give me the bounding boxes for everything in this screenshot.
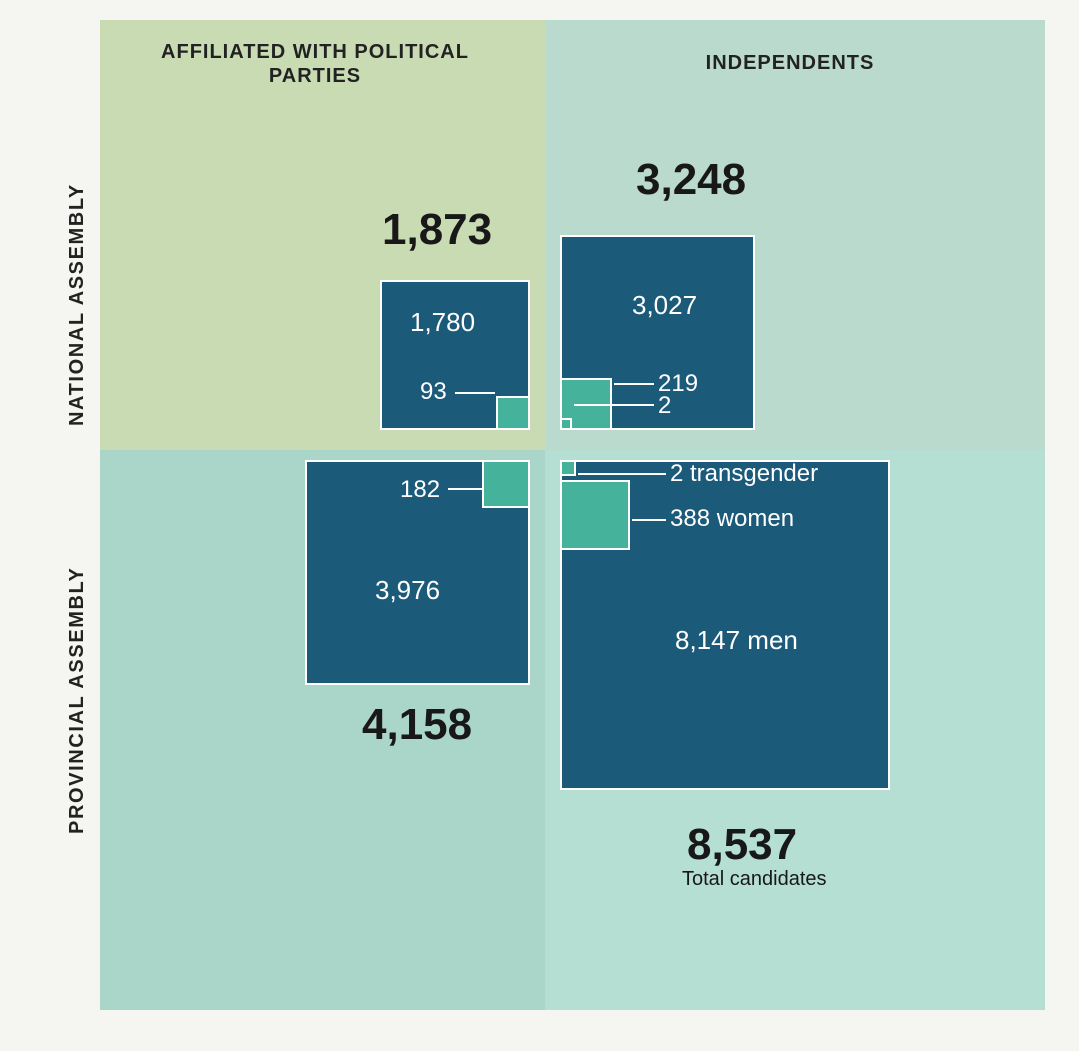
pa-indep-tertiary-value: 2 transgender (670, 460, 818, 488)
pa-indep-tertiary-tick (578, 473, 666, 475)
na-affil-main-value: 1,780 (410, 307, 475, 338)
header-national-assembly: NATIONAL ASSEMBLY (66, 175, 89, 435)
na-indep-total: 3,248 (636, 155, 746, 205)
pa-indep-tertiary-box (560, 460, 576, 476)
pa-affil-secondary-tick (448, 488, 482, 490)
na-indep-tertiary-tick (574, 404, 654, 406)
pa-affil-total: 4,158 (362, 700, 472, 750)
pa-indep-total-sub: Total candidates (682, 868, 827, 891)
na-affil-secondary-value: 93 (420, 378, 447, 406)
na-affil-secondary-tick (455, 392, 495, 394)
header-independents: INDEPENDENTS (600, 52, 980, 75)
pa-affil-secondary-box (482, 460, 530, 508)
pa-indep-secondary-value: 388 women (670, 505, 794, 533)
na-indep-tertiary-value: 2 (658, 392, 671, 420)
na-indep-tertiary-box (560, 418, 572, 430)
na-indep-secondary-tick (614, 383, 654, 385)
na-affil-total: 1,873 (382, 205, 492, 255)
pa-indep-secondary-box (560, 480, 630, 550)
header-affiliated: AFFILIATED WITH POLITICAL PARTIES (155, 40, 475, 88)
pa-indep-total: 8,537 (687, 820, 797, 870)
na-indep-main-value: 3,027 (632, 290, 697, 321)
na-affil-secondary-box (496, 396, 530, 430)
header-provincial-assembly: PROVINCIAL ASSEMBLY (66, 560, 89, 840)
pa-indep-main-value: 8,147 men (675, 625, 798, 656)
pa-affil-main-value: 3,976 (375, 575, 440, 606)
pa-indep-secondary-tick (632, 519, 666, 521)
chart-canvas: AFFILIATED WITH POLITICAL PARTIES INDEPE… (0, 0, 1079, 1051)
pa-affil-secondary-value: 182 (400, 476, 440, 504)
